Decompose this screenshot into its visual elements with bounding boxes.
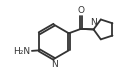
Text: O: O <box>77 6 84 15</box>
Text: N: N <box>51 60 57 69</box>
Text: H₂N: H₂N <box>13 48 30 56</box>
Text: N: N <box>90 18 97 27</box>
